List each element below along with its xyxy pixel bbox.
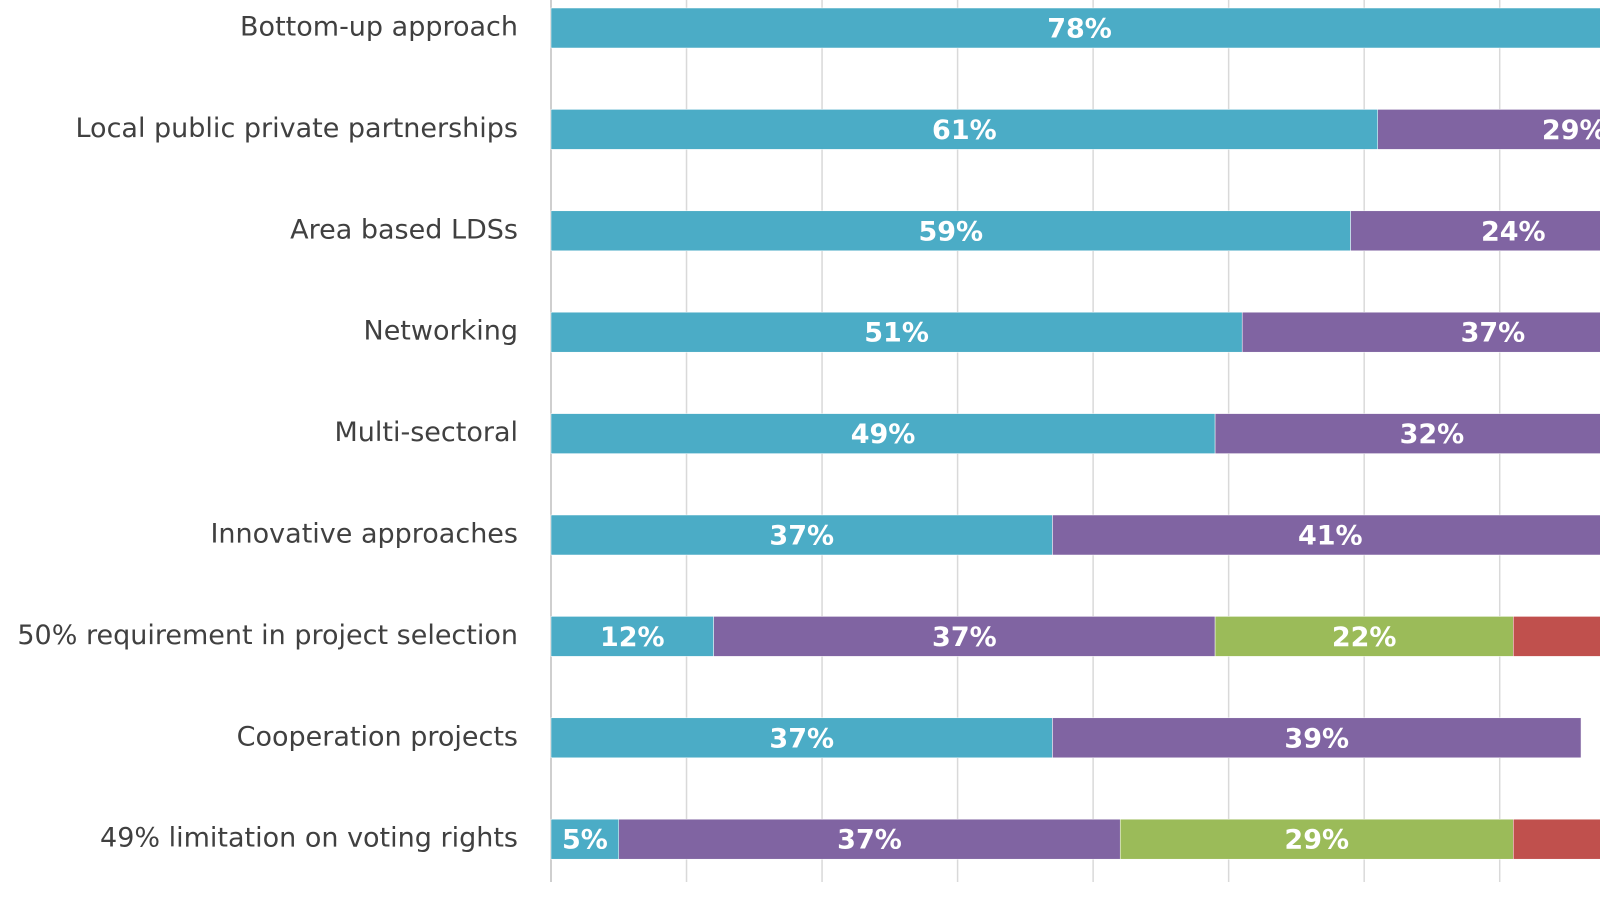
bar-segment bbox=[550, 413, 1216, 454]
data-label: 5% bbox=[562, 825, 608, 856]
bar-segment bbox=[1377, 109, 1600, 150]
category-label: Local public private partnerships bbox=[75, 113, 518, 144]
category-label: Area based LDSs bbox=[290, 214, 518, 245]
bar-segment bbox=[713, 616, 1216, 657]
category-label: Innovative approaches bbox=[210, 519, 518, 550]
category-label: Multi-sectoral bbox=[334, 417, 518, 448]
bar-segment bbox=[1052, 717, 1582, 759]
bar-segment bbox=[550, 514, 1053, 556]
bar-segment bbox=[1513, 616, 1600, 657]
category-label: 49% limitation on voting rights bbox=[100, 823, 518, 854]
bar-segment bbox=[550, 818, 620, 860]
bar-segment bbox=[1350, 210, 1600, 252]
data-label: 32% bbox=[1400, 419, 1465, 450]
data-label: 59% bbox=[918, 216, 983, 247]
data-label: 37% bbox=[769, 521, 834, 552]
data-label: 78% bbox=[1047, 14, 1112, 45]
category-label: Bottom-up approach bbox=[240, 12, 518, 43]
data-label: 37% bbox=[769, 723, 834, 754]
bar-segment bbox=[1241, 311, 1600, 353]
category-label: Networking bbox=[364, 316, 519, 347]
bar-segment bbox=[550, 311, 1243, 353]
data-label: 37% bbox=[837, 825, 902, 856]
bar-segment bbox=[1214, 616, 1514, 657]
data-label: 37% bbox=[1461, 318, 1526, 349]
bar-segment bbox=[1513, 818, 1600, 860]
bar-segment bbox=[618, 818, 1121, 860]
data-label: 61% bbox=[932, 115, 997, 146]
data-label: 29% bbox=[1542, 115, 1600, 146]
category-label: Cooperation projects bbox=[237, 721, 518, 752]
bar-segment bbox=[550, 210, 1351, 252]
bar-segment bbox=[550, 717, 1053, 759]
data-label: 12% bbox=[600, 622, 665, 653]
data-label: 41% bbox=[1298, 521, 1363, 552]
bar-segment bbox=[550, 616, 714, 657]
bar-segment bbox=[550, 109, 1378, 150]
bar-segment bbox=[1214, 413, 1600, 454]
data-label: 22% bbox=[1332, 622, 1397, 653]
data-label: 24% bbox=[1481, 216, 1546, 247]
data-label: 37% bbox=[932, 622, 997, 653]
bar-segment bbox=[1119, 818, 1514, 860]
data-label: 51% bbox=[864, 318, 929, 349]
data-label: 39% bbox=[1284, 723, 1349, 754]
bar-segment bbox=[550, 7, 1600, 49]
data-label: 49% bbox=[851, 419, 916, 450]
data-label: 29% bbox=[1284, 825, 1349, 856]
bar-segment bbox=[1052, 514, 1600, 556]
category-label: 50% requirement in project selection bbox=[17, 620, 518, 651]
